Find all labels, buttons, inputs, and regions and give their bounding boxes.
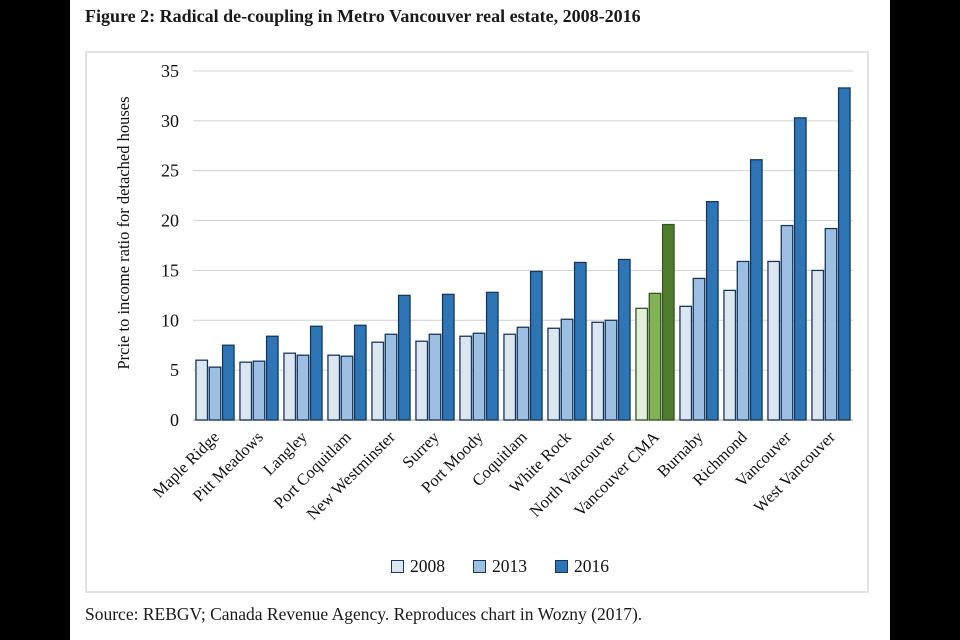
y-axis-tick-label: 10	[161, 310, 179, 330]
y-axis-tick-label: 15	[161, 260, 179, 280]
bar-2013	[340, 355, 354, 421]
bar-2013	[604, 319, 618, 421]
y-axis-tick-label: 30	[161, 111, 179, 131]
bar-2008	[767, 260, 781, 421]
bar-2016	[617, 258, 631, 421]
y-axis-tick-label: 25	[161, 161, 179, 181]
bar-2016	[309, 325, 323, 421]
bar-2008	[723, 289, 737, 421]
bar-2008	[503, 333, 517, 421]
chart-frame: Prcie to income ratio for detached house…	[85, 51, 869, 593]
legend-label: 2013	[492, 556, 527, 576]
bar-2013	[296, 354, 310, 421]
y-axis-tick-label: 0	[170, 410, 179, 430]
bar-2008	[547, 327, 561, 421]
bar-2013	[472, 332, 486, 421]
bar-2013	[516, 326, 530, 421]
figure-title: Figure 2: Radical de-coupling in Metro V…	[85, 6, 641, 26]
bar-2013	[780, 224, 794, 421]
bar-2016	[353, 324, 367, 421]
bar-2016	[661, 223, 675, 421]
letterbox-left	[0, 0, 70, 640]
y-axis-tick-label: 5	[170, 360, 179, 380]
figure-page: Figure 2: Radical de-coupling in Metro V…	[70, 0, 890, 640]
bar-2016	[573, 261, 587, 421]
bar-2008	[679, 305, 693, 421]
bar-2013	[692, 277, 706, 421]
bar-2016	[485, 291, 499, 421]
source-note: Source: REBGV; Canada Revenue Agency. Re…	[85, 604, 643, 624]
legend-swatch-2008	[391, 560, 404, 573]
bar-2016	[529, 270, 543, 421]
bar-2008	[415, 340, 429, 421]
bar-2008	[635, 307, 649, 421]
chart-legend: 2008 2013 2016	[87, 556, 867, 577]
bar-2013	[648, 292, 662, 421]
bar-2008	[459, 335, 473, 421]
y-axis-tick-label: 35	[161, 61, 179, 81]
bar-2013	[208, 366, 222, 421]
bar-2016	[265, 335, 279, 421]
bar-2008	[239, 361, 253, 421]
bar-2008	[811, 269, 825, 421]
legend-item-2008: 2008	[391, 556, 445, 577]
legend-swatch-2016	[555, 560, 568, 573]
bar-2016	[837, 87, 851, 421]
bar-2016	[397, 294, 411, 421]
bar-2016	[705, 200, 719, 421]
y-axis-tick-label: 20	[161, 211, 179, 231]
bar-2013	[384, 333, 398, 421]
legend-label: 2016	[574, 556, 609, 576]
bar-2016	[749, 159, 763, 421]
bar-2016	[441, 293, 455, 421]
letterbox-right	[890, 0, 960, 640]
legend-item-2013: 2013	[473, 556, 527, 577]
bar-2008	[591, 321, 605, 421]
bar-2016	[793, 117, 807, 421]
bar-2008	[371, 341, 385, 421]
bar-2013	[252, 360, 266, 421]
bar-2016	[221, 344, 235, 421]
bar-2013	[824, 227, 838, 421]
bar-2008	[195, 359, 209, 421]
legend-swatch-2013	[473, 560, 486, 573]
legend-item-2016: 2016	[555, 556, 609, 577]
bar-2013	[560, 318, 574, 421]
bar-2013	[736, 260, 750, 421]
bar-2013	[428, 333, 442, 421]
bar-2008	[327, 354, 341, 421]
legend-label: 2008	[410, 556, 445, 576]
bar-2008	[283, 352, 297, 421]
